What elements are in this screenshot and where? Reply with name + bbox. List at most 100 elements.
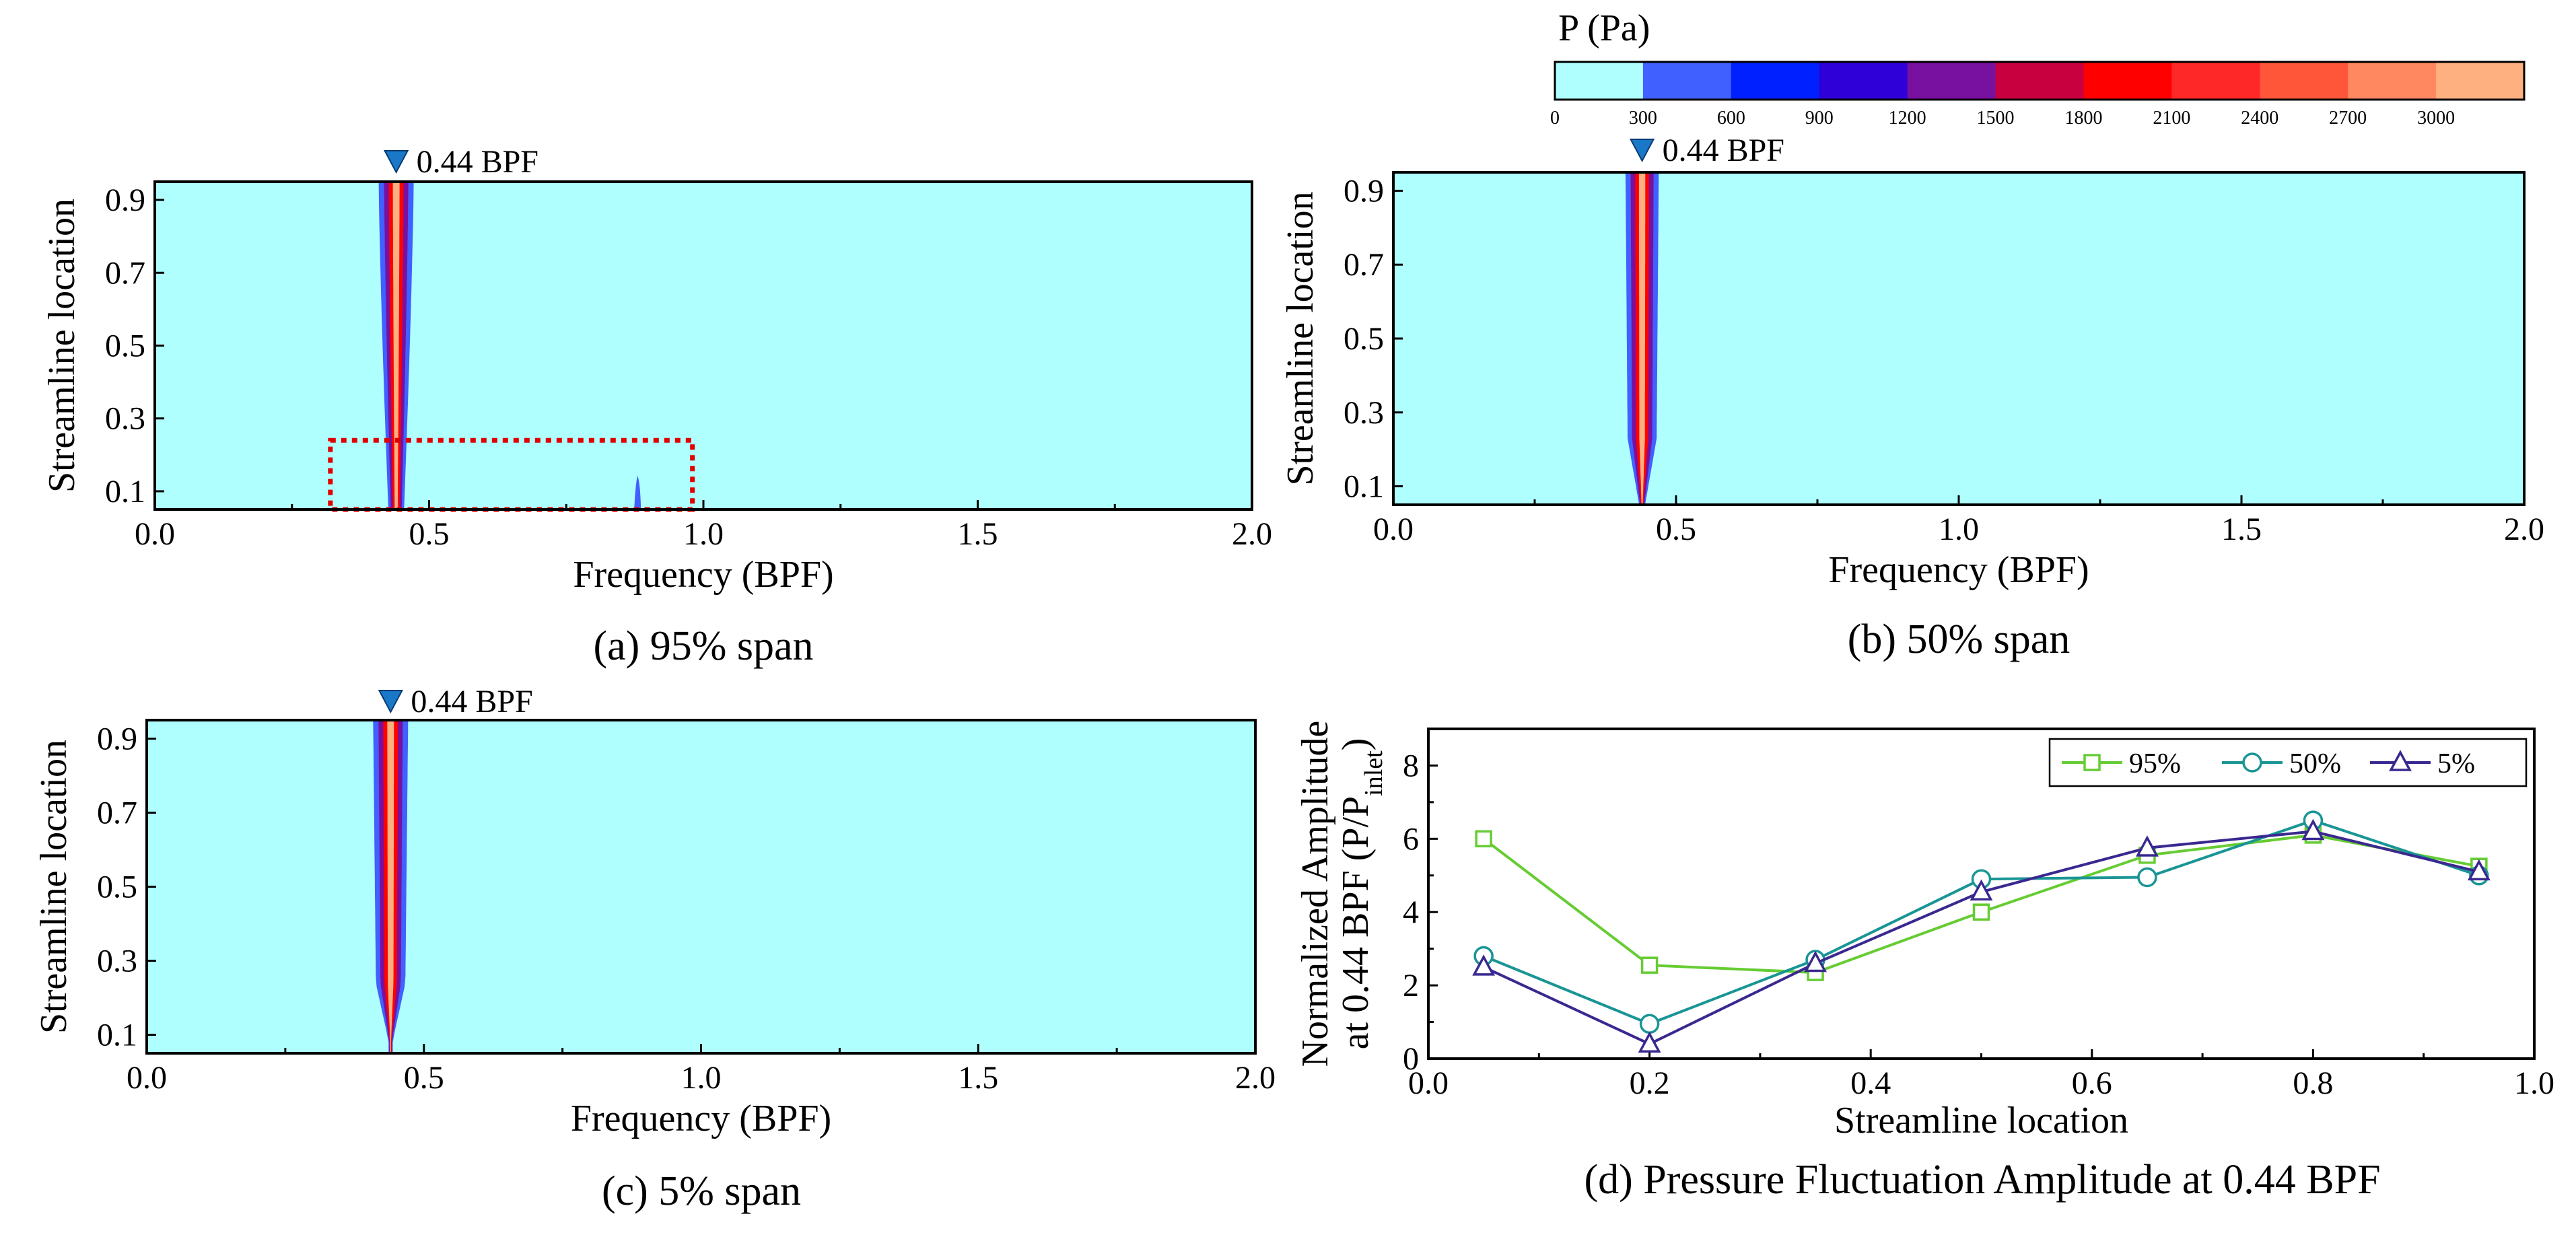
- colorbar-tick-label: 2700: [2329, 108, 2367, 129]
- data-point-triangle: [1804, 950, 1827, 973]
- plot-background: [155, 182, 1252, 509]
- panel-caption: (d) Pressure Fluctuation Amplitude at 0.…: [1584, 1157, 2380, 1203]
- x-tick-label: 0.0: [1408, 1065, 1449, 1101]
- secondary-peak: [634, 476, 641, 509]
- marker-label: 0.44 BPF: [1663, 133, 1784, 168]
- data-point-triangle: [2301, 818, 2325, 841]
- x-tick-label: 2.0: [2504, 511, 2544, 547]
- colorbar-tick-label: 1200: [1889, 108, 1926, 129]
- x-tick-label: 0.2: [1630, 1065, 1670, 1101]
- colorbar-tick-label: 2400: [2241, 108, 2278, 129]
- legend-marker-square: [2083, 754, 2101, 771]
- colorbar-swatch-4: [1907, 62, 1996, 100]
- peak-band-core: [387, 720, 394, 1053]
- y-tick-label: 0.1: [1344, 469, 1384, 505]
- y-axis-label: Streamline location: [33, 740, 75, 1034]
- colorbar-swatch-7: [2171, 62, 2260, 100]
- x-tick-label: 0.6: [2072, 1065, 2112, 1101]
- plot-background: [1393, 172, 2524, 505]
- y-axis-label: Streamline location: [1280, 192, 1321, 486]
- panel-caption: (b) 50% span: [1848, 616, 2070, 662]
- y-tick-label: 0.9: [97, 721, 137, 757]
- colorbar-tick-label: 900: [1805, 108, 1834, 129]
- colorbar-tick-label: 1800: [2064, 108, 2102, 129]
- x-tick-label: 1.5: [2221, 511, 2262, 547]
- y-tick-label: 6: [1403, 821, 1419, 857]
- colorbar-tick-label: 0: [1550, 108, 1560, 129]
- y-tick-label: 0.3: [97, 944, 137, 979]
- y-tick-label: 0.3: [105, 401, 145, 437]
- x-tick-label: 0.0: [1373, 511, 1414, 547]
- x-axis-label: Streamline location: [1834, 1100, 2128, 1141]
- x-tick-label: 0.4: [1850, 1065, 1891, 1101]
- y-tick-label: 0.5: [1344, 321, 1384, 357]
- y-tick-label: 0.5: [105, 328, 145, 364]
- y-axis-label-subscript: inlet: [1360, 750, 1388, 796]
- y-tick-label: 8: [1403, 748, 1419, 783]
- panel-a-95-span: 0.0 0.5 1.0 1.5 2.0 0.1 0.3 0.5 0.7 0.9 Frequency …: [41, 144, 1272, 669]
- x-axis-label: Frequency (BPF): [1828, 549, 2089, 591]
- panel-c-5-span: 0.0 0.5 1.0 1.5 2.0 0.1 0.3 0.5 0.7 0.9 Frequency …: [33, 684, 1276, 1214]
- x-tick-label: 0.0: [135, 516, 175, 552]
- data-point-circle: [2137, 867, 2157, 888]
- colorbar-swatch-8: [2260, 62, 2348, 100]
- marker-triangle-icon: [378, 690, 404, 714]
- peak-band-core: [392, 182, 400, 509]
- x-tick-label: 2.0: [1235, 1060, 1276, 1096]
- colorbar-swatch-2: [1731, 62, 1820, 100]
- x-tick-label: 2.0: [1232, 516, 1272, 552]
- x-axis-label: Frequency (BPF): [571, 1098, 831, 1139]
- x-axis-label: Frequency (BPF): [573, 554, 833, 596]
- colorbar-tick-label: 600: [1717, 108, 1745, 129]
- y-tick-label: 0.9: [1344, 173, 1384, 209]
- data-point-triangle: [1970, 879, 1993, 901]
- legend-label: 50%: [2289, 748, 2341, 779]
- y-tick-label: 0.3: [1344, 395, 1384, 431]
- y-axis-label-line2: at 0.44 BPF (P/Pinlet): [1335, 738, 1388, 1050]
- data-point-square: [1972, 903, 1990, 921]
- y-axis-label: Streamline location: [41, 199, 83, 493]
- y-tick-label: 0.7: [97, 796, 137, 831]
- y-tick-label: 0.1: [97, 1018, 137, 1053]
- marker-triangle-icon: [1629, 139, 1655, 163]
- legend-label: 5%: [2437, 748, 2475, 779]
- y-tick-label: 2: [1403, 968, 1419, 1003]
- data-point-triangle: [2467, 859, 2491, 881]
- colorbar-swatch-1: [1642, 62, 1732, 100]
- x-tick-label: 0.5: [404, 1060, 444, 1096]
- colorbar-tick-label: 3000: [2417, 108, 2455, 129]
- panel-d-amplitude-plot: 0.0 0.2 0.4 0.6 0.8 1.0 0 2 4 6 8 Streamline locati…: [1294, 721, 2554, 1203]
- y-tick-label: 0.9: [105, 182, 145, 218]
- y-tick-label: 0: [1403, 1041, 1419, 1077]
- x-tick-label: 1.0: [683, 516, 724, 552]
- y-axis-label-line1: Normalized Amplitude: [1294, 721, 1336, 1067]
- x-tick-label: 1.0: [2514, 1065, 2554, 1101]
- legend-marker-triangle: [2389, 750, 2412, 771]
- pressure-colorbar: P (Pa) 0 300 600 900 1200 1500 1800 2100 2400 270…: [1550, 7, 2526, 129]
- legend-box: [2048, 738, 2528, 787]
- x-tick-label: 0.0: [127, 1060, 167, 1096]
- y-tick-label: 0.7: [105, 255, 145, 291]
- panel-b-50-span: 0.0 0.5 1.0 1.5 2.0 0.1 0.3 0.5 0.7 0.9 Frequency …: [1280, 133, 2544, 662]
- plot-background: [147, 720, 1255, 1053]
- data-point-circle: [1639, 1014, 1660, 1034]
- colorbar-swatch-0: [1555, 62, 1644, 100]
- x-tick-label: 1.5: [958, 516, 998, 552]
- colorbar-swatch-5: [1995, 62, 2084, 100]
- x-tick-label: 1.5: [958, 1060, 998, 1096]
- marker-label: 0.44 BPF: [417, 144, 538, 180]
- y-axis-label-close: ): [1335, 738, 1377, 751]
- colorbar-tick-label: 2100: [2153, 108, 2190, 129]
- panel-caption: (c) 5% span: [602, 1168, 801, 1214]
- legend-marker-circle: [2242, 752, 2262, 773]
- data-point-square: [1640, 956, 1659, 974]
- data-point-triangle: [1638, 1031, 1661, 1053]
- marker-label: 0.44 BPF: [411, 684, 532, 719]
- x-tick-label: 0.5: [1656, 511, 1696, 547]
- legend-label: 95%: [2129, 748, 2181, 779]
- y-axis-label-main: at 0.44 BPF (P/P: [1335, 796, 1377, 1050]
- colorbar-swatch-10: [2436, 62, 2525, 100]
- colorbar-swatch-9: [2348, 62, 2437, 100]
- data-point-triangle: [2136, 835, 2159, 857]
